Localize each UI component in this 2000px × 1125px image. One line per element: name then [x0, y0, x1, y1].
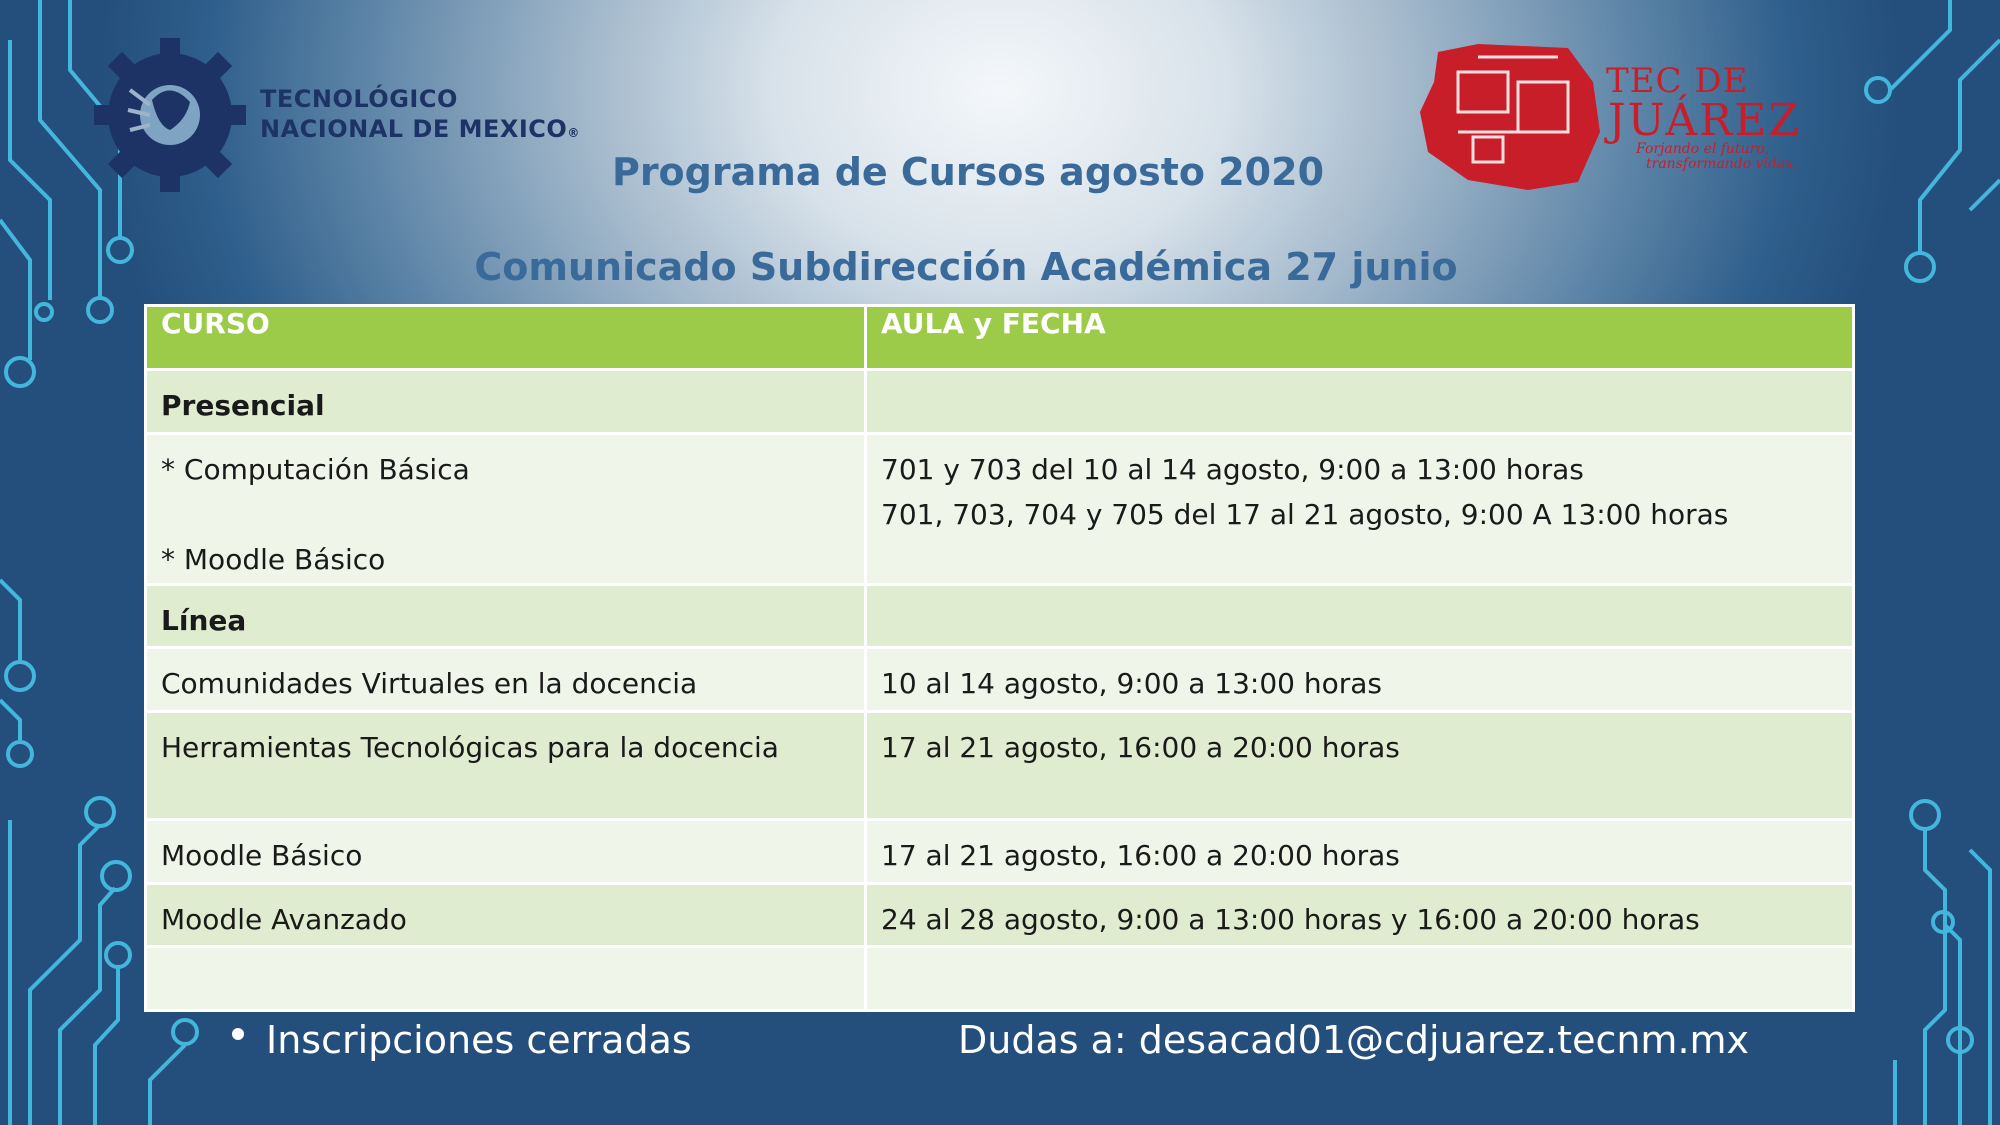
- table-row: Línea: [144, 583, 1855, 649]
- table-cell-empty: [161, 948, 850, 1005]
- juarez-line1: TEC DE: [1606, 61, 1749, 101]
- registered-mark: ®: [567, 126, 580, 140]
- courses-table: CURSO AULA y FECHA Presencial * Computac…: [144, 304, 1855, 1012]
- course-moodle-basico: Moodle Básico: [161, 839, 363, 872]
- tecnm-logo: TECNOLÓGICO NACIONAL DE MEXICO®: [90, 30, 600, 200]
- table-cell: [881, 586, 1838, 643]
- course-moodle-avanzado: Moodle Avanzado: [161, 903, 407, 936]
- fecha-comunidades-virtuales: 10 al 14 agosto, 9:00 a 13:00 horas: [881, 667, 1383, 700]
- fecha-moodle-presencial: 701, 703, 704 y 705 del 17 al 21 agosto,…: [881, 498, 1729, 531]
- fecha-computacion: 701 y 703 del 10 al 14 agosto, 9:00 a 13…: [881, 453, 1584, 486]
- table-header-row: CURSO AULA y FECHA: [144, 304, 1855, 371]
- course-computacion-basica: * Computación Básica: [161, 453, 470, 486]
- table-cell-empty: [881, 948, 1838, 1005]
- page-subtitle: Comunicado Subdirección Académica 27 jun…: [474, 245, 1458, 289]
- page-title: Programa de Cursos agosto 2020: [611, 150, 1325, 194]
- tecnm-gear-emblem-icon: [94, 38, 246, 192]
- table-row: Moodle Avanzado 24 al 28 agosto, 9:00 a …: [144, 882, 1855, 948]
- header-aula-fecha: AULA y FECHA: [864, 304, 1855, 371]
- course-herramientas-tecnologicas: Herramientas Tecnológicas para la docenc…: [161, 731, 779, 764]
- table-row: * Computación Básica * Moodle Básico 701…: [144, 432, 1855, 586]
- juarez-line2: JUÁREZ: [1608, 95, 1801, 146]
- table-cell: [881, 371, 1838, 428]
- tecnm-name-line2: NACIONAL DE MEXICO: [260, 115, 568, 143]
- header-curso: CURSO: [144, 304, 867, 371]
- course-moodle-basico-presencial: * Moodle Básico: [161, 543, 386, 576]
- bullet-icon: [232, 1028, 244, 1040]
- section-linea: Línea: [161, 604, 247, 637]
- fecha-moodle-avanzado: 24 al 28 agosto, 9:00 a 13:00 horas y 16…: [881, 903, 1700, 936]
- course-comunidades-virtuales: Comunidades Virtuales en la docencia: [161, 667, 698, 700]
- fecha-herramientas-tecnologicas: 17 al 21 agosto, 16:00 a 20:00 horas: [881, 731, 1400, 764]
- table-row: Comunidades Virtuales en la docencia 10 …: [144, 646, 1855, 713]
- section-presencial: Presencial: [161, 389, 325, 422]
- footer-note: Inscripciones cerradas: [232, 1018, 692, 1062]
- table-row: Presencial: [144, 368, 1855, 435]
- tec-juarez-building-icon: [1420, 44, 1600, 190]
- juarez-tagline1: Forjando el futuro,: [1636, 141, 1770, 157]
- juarez-tagline2: transformando vidas.: [1646, 156, 1797, 172]
- fecha-moodle-basico: 17 al 21 agosto, 16:00 a 20:00 horas: [881, 839, 1400, 872]
- table-row: Herramientas Tecnológicas para la docenc…: [144, 710, 1855, 821]
- course-spacer: [161, 492, 850, 537]
- tecnm-name-line1: TECNOLÓGICO: [260, 85, 458, 113]
- table-row: [144, 945, 1855, 1012]
- tec-juarez-logo: TEC DE JUÁREZ Forjando el futuro, transf…: [1606, 62, 1801, 172]
- inscripciones-text: Inscripciones cerradas: [266, 1018, 692, 1062]
- table-row: Moodle Básico 17 al 21 agosto, 16:00 a 2…: [144, 818, 1855, 885]
- footer-contact: Dudas a: desacad01@cdjuarez.tecnm.mx: [958, 1018, 1750, 1062]
